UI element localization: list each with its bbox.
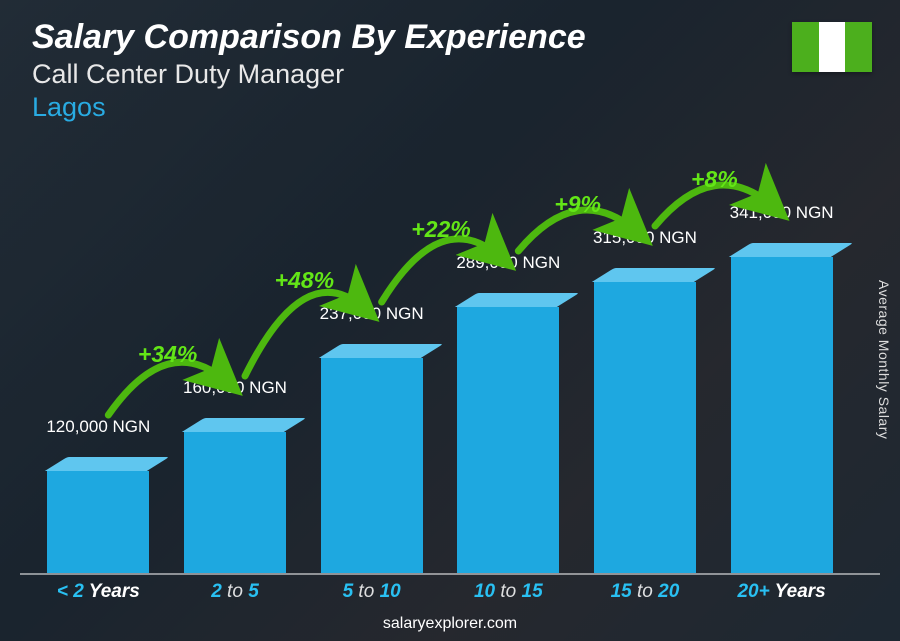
x-axis-label: 15 to 20: [585, 581, 705, 603]
bar-chart: 120,000 NGN160,000 NGN237,000 NGN289,000…: [30, 143, 850, 573]
bar-top-face: [45, 457, 169, 471]
bar-top-face: [728, 243, 852, 257]
bar-value-label: 341,000 NGN: [702, 203, 862, 223]
bar-front-face: [184, 432, 286, 573]
bar-value-label: 315,000 NGN: [565, 228, 725, 248]
x-axis-label: 20+ Years: [722, 581, 842, 603]
bar: [184, 418, 286, 573]
flag-stripe: [819, 22, 846, 72]
bar: [321, 344, 423, 573]
chart-baseline: [20, 573, 880, 575]
bar-column: 289,000 NGN: [448, 143, 568, 573]
bar: [594, 268, 696, 573]
bar-front-face: [594, 282, 696, 573]
bar-column: 160,000 NGN: [175, 143, 295, 573]
chart-title: Salary Comparison By Experience: [32, 18, 586, 57]
bar-top-face: [318, 344, 442, 358]
flag-stripe: [792, 22, 819, 72]
x-axis-labels: < 2 Years 2 to 5 5 to 10 10 to 15 15 to 20 20…: [30, 581, 850, 603]
bar-top-face: [592, 268, 716, 282]
header: Salary Comparison By Experience Call Cen…: [32, 18, 586, 123]
bar-front-face: [321, 358, 423, 573]
bar-front-face: [731, 257, 833, 573]
x-axis-label: 10 to 15: [448, 581, 568, 603]
bar-column: 120,000 NGN: [38, 143, 158, 573]
bar: [47, 457, 149, 573]
bar-front-face: [457, 307, 559, 573]
footer-source: salaryexplorer.com: [0, 615, 900, 633]
x-axis-label: 5 to 10: [312, 581, 432, 603]
bar-column: 315,000 NGN: [585, 143, 705, 573]
nigeria-flag-icon: [792, 22, 872, 72]
x-axis-label: 2 to 5: [175, 581, 295, 603]
bar-value-label: 237,000 NGN: [292, 304, 452, 324]
chart-subtitle: Call Center Duty Manager: [32, 59, 586, 90]
x-axis-label: < 2 Years: [38, 581, 158, 603]
chart-location: Lagos: [32, 92, 586, 123]
flag-stripe: [845, 22, 872, 72]
bar-column: 237,000 NGN: [312, 143, 432, 573]
bar-front-face: [47, 471, 149, 573]
bar-top-face: [182, 418, 306, 432]
bar-value-label: 120,000 NGN: [18, 417, 178, 437]
bar-top-face: [455, 293, 579, 307]
bar: [731, 243, 833, 573]
bar-value-label: 289,000 NGN: [428, 253, 588, 273]
y-axis-label: Average Monthly Salary: [876, 280, 892, 439]
bar-value-label: 160,000 NGN: [155, 378, 315, 398]
bar-column: 341,000 NGN: [722, 143, 842, 573]
bar: [457, 293, 559, 573]
